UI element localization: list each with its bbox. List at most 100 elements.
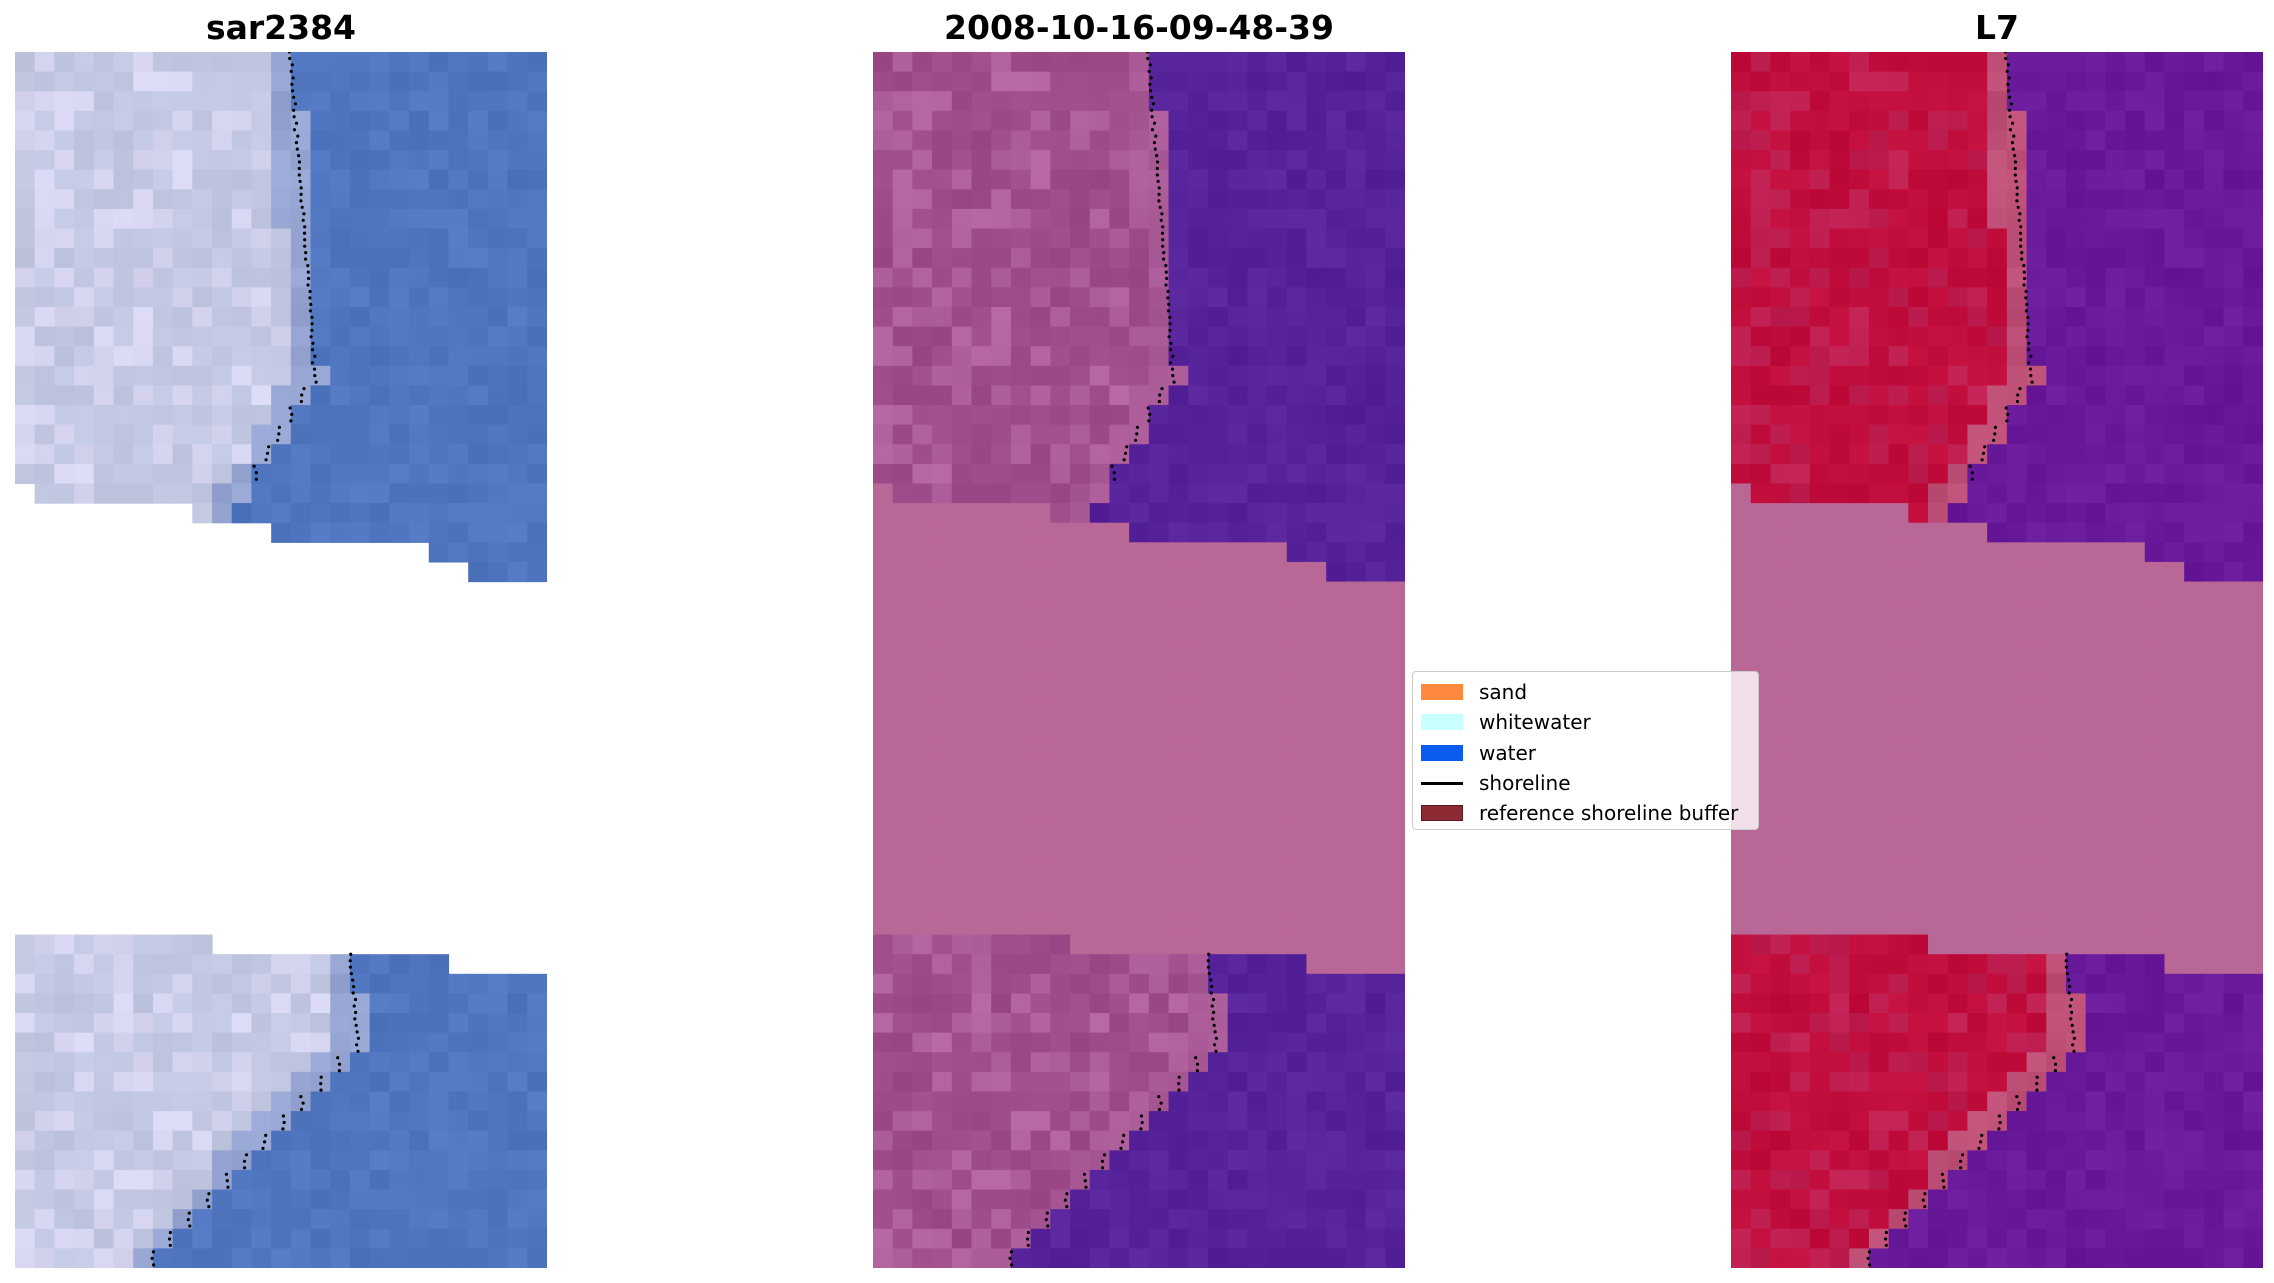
image-pixel: [1070, 581, 1091, 602]
image-pixel: [1109, 228, 1130, 249]
image-pixel: [1385, 1189, 1405, 1210]
image-pixel: [1908, 797, 1929, 818]
image-pixel: [1928, 365, 1949, 387]
image-pixel: [1750, 875, 1771, 896]
shoreline-point: [1993, 432, 1997, 436]
image-pixel: [1947, 679, 1969, 700]
image-pixel: [1928, 208, 1949, 230]
image-pixel: [1030, 993, 1051, 1014]
image-pixel: [1385, 1228, 1405, 1249]
image-pixel: [1750, 581, 1771, 602]
image-pixel: [1888, 699, 1909, 720]
image-pixel: [1188, 875, 1209, 896]
image-pixel: [15, 110, 36, 132]
shoreline-point: [356, 1036, 360, 1040]
image-pixel: [1207, 287, 1229, 308]
image-pixel: [1829, 718, 1850, 740]
image-pixel: [1345, 718, 1367, 740]
image-pixel: [2105, 405, 2126, 426]
image-pixel: [1267, 91, 1288, 112]
image-pixel: [1928, 503, 1949, 524]
shoreline-point: [1139, 1127, 1143, 1131]
image-pixel: [2184, 424, 2205, 445]
image-pixel: [1365, 189, 1386, 210]
image-pixel: [2144, 1013, 2166, 1034]
image-pixel: [2046, 326, 2067, 347]
image-pixel: [1829, 365, 1850, 387]
image-pixel: [1928, 699, 1949, 720]
image-pixel: [290, 365, 312, 387]
image-pixel: [389, 52, 410, 73]
image-pixel: [951, 463, 973, 485]
image-pixel: [34, 993, 55, 1014]
shoreline-point: [296, 134, 300, 138]
image-pixel: [912, 1228, 933, 1249]
image-pixel: [468, 1071, 489, 1093]
image-pixel: [2006, 208, 2028, 230]
image-pixel: [1928, 660, 1949, 681]
image-pixel: [2164, 483, 2185, 504]
shoreline-point: [1177, 1088, 1181, 1092]
image-pixel: [487, 267, 509, 288]
image-pixel: [991, 287, 1012, 308]
image-pixel: [1849, 287, 1870, 308]
image-pixel: [1809, 620, 1831, 641]
image-pixel: [34, 110, 55, 132]
image-pixel: [1070, 1150, 1091, 1171]
image-pixel: [231, 1150, 253, 1171]
image-pixel: [991, 405, 1012, 426]
image-pixel: [1207, 738, 1229, 759]
image-pixel: [349, 1013, 371, 1034]
image-pixel: [113, 267, 134, 288]
image-pixel: [2026, 1013, 2047, 1034]
image-pixel: [912, 483, 933, 504]
shoreline-point: [1980, 1133, 1984, 1137]
image-pixel: [2223, 1071, 2244, 1093]
image-pixel: [1731, 503, 1752, 524]
image-pixel: [1790, 856, 1811, 877]
image-pixel: [1809, 640, 1831, 661]
image-pixel: [428, 306, 450, 328]
image-pixel: [2046, 640, 2067, 661]
shoreline-point: [1177, 1075, 1181, 1079]
image-pixel: [1188, 483, 1209, 504]
image-pixel: [1770, 346, 1791, 367]
shoreline-point: [1998, 1120, 2002, 1125]
shoreline-point: [1152, 141, 1156, 145]
shoreline-point: [303, 225, 307, 229]
image-pixel: [448, 1013, 469, 1034]
image-pixel: [93, 1091, 115, 1112]
image-pixel: [951, 483, 973, 504]
image-pixel: [912, 856, 933, 877]
image-pixel: [1849, 385, 1870, 406]
image-pixel: [212, 189, 233, 210]
image-pixel: [2223, 71, 2244, 92]
image-pixel: [290, 1189, 312, 1210]
shoreline-point: [1045, 1211, 1049, 1215]
image-pixel: [369, 189, 390, 210]
image-pixel: [15, 248, 36, 269]
shoreline-point: [1162, 251, 1166, 255]
image-pixel: [271, 1111, 292, 1132]
image-pixel: [1247, 1209, 1268, 1230]
image-pixel: [1750, 1130, 1771, 1151]
image-pixel: [1129, 346, 1150, 367]
image-pixel: [1790, 110, 1811, 132]
image-pixel: [1365, 1111, 1386, 1132]
image-pixel: [290, 993, 312, 1014]
shoreline-point: [2029, 354, 2033, 358]
image-pixel: [527, 522, 547, 543]
image-pixel: [1227, 248, 1248, 269]
image-pixel: [1365, 405, 1386, 426]
image-pixel: [1070, 934, 1091, 955]
image-pixel: [873, 1111, 894, 1132]
image-pixel: [231, 444, 253, 465]
image-pixel: [1247, 816, 1268, 838]
image-pixel: [951, 424, 973, 445]
image-pixel: [1731, 346, 1752, 367]
image-pixel: [330, 405, 351, 426]
image-pixel: [1267, 699, 1288, 720]
image-pixel: [1247, 679, 1268, 700]
image-pixel: [34, 1091, 55, 1112]
image-pixel: [1809, 601, 1831, 622]
